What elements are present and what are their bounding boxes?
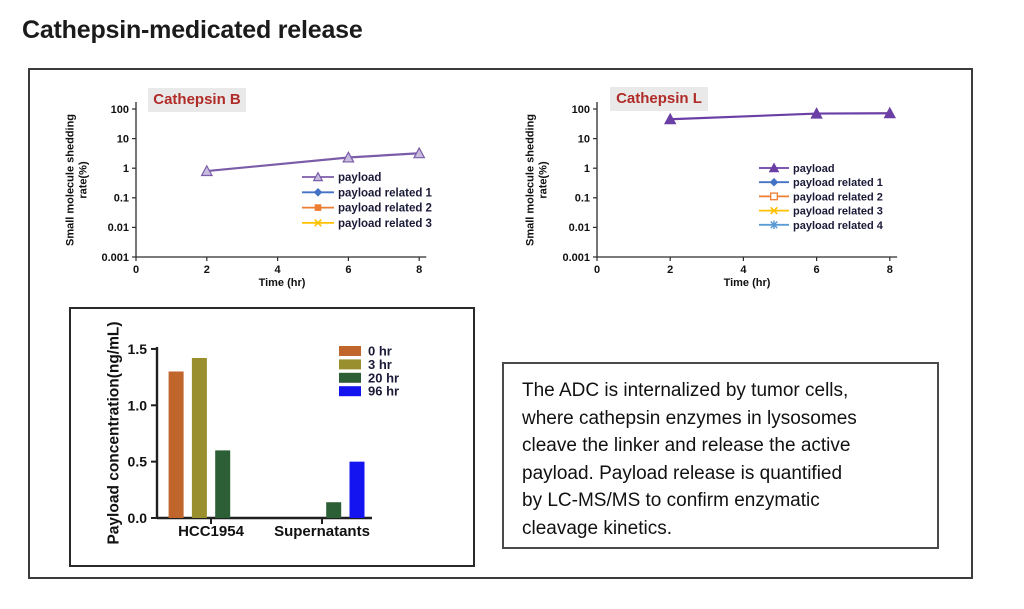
svg-text:0.01: 0.01 — [108, 222, 129, 234]
svg-text:8: 8 — [887, 264, 893, 276]
svg-text:2: 2 — [204, 264, 210, 276]
series-payload — [200, 146, 426, 177]
svg-text:100: 100 — [111, 104, 129, 116]
svg-text:0.001: 0.001 — [101, 252, 129, 264]
svg-text:payload related 4: payload related 4 — [793, 220, 884, 232]
legend: payload payload related 1 payload related … — [302, 171, 433, 230]
svg-text:Time (hr): Time (hr) — [724, 277, 771, 289]
svg-text:10: 10 — [578, 133, 590, 145]
svg-text:0: 0 — [594, 264, 600, 276]
cathepsin-b-title-badge: Cathepsin B — [148, 88, 246, 112]
bar-HCC1954-20-hr — [215, 450, 231, 518]
chart-labels: Payload concentration(ng/mL) — [105, 321, 122, 544]
svg-text:3 hr: 3 hr — [368, 357, 392, 372]
axes — [135, 102, 427, 258]
svg-text:payload related 2: payload related 2 — [793, 191, 883, 203]
description-text-box: The ADC is internalized by tumor cells, … — [502, 362, 939, 549]
bars — [168, 357, 365, 518]
cathepsin-b-line-chart: 100 10 1 0.1 0.01 0.001 0 2 4 6 8 Small molecule sh… — [64, 102, 433, 289]
svg-text:4: 4 — [740, 264, 747, 276]
tick-labels: 100 10 1 0.1 0.01 0.001 0 2 4 6 8 — [562, 104, 892, 276]
svg-text:96 hr: 96 hr — [368, 384, 399, 399]
payload-concentration-bar-chart: 1.5 1.0 0.5 0.0 HCC1954 Supernatants 0 hr3 hr2… — [105, 321, 399, 544]
svg-text:payload related 1: payload related 1 — [338, 187, 433, 199]
svg-text:0.01: 0.01 — [569, 222, 590, 234]
svg-text:1.0: 1.0 — [128, 397, 148, 413]
cathepsin-l-title-badge: Cathepsin L — [610, 87, 708, 111]
svg-text:8: 8 — [416, 264, 422, 276]
svg-text:Small molecule sheddingrate(%): Small molecule sheddingrate(%) — [64, 114, 89, 246]
cathepsin-l-line-chart: 100 10 1 0.1 0.01 0.001 0 2 4 6 8 Small molecule sh… — [524, 102, 898, 289]
tick-labels: 1.5 1.0 0.5 0.0 HCC1954 Supernatants — [128, 341, 370, 540]
svg-text:20 hr: 20 hr — [368, 370, 399, 385]
figure-panel: 100 10 1 0.1 0.01 0.001 0 2 4 6 8 Small molecule sh… — [28, 68, 973, 579]
svg-text:1: 1 — [123, 163, 129, 175]
legend: payload payload related 1 payload related … — [759, 162, 884, 232]
bar-Supernatants-20-hr — [326, 502, 342, 518]
svg-text:Supernatants: Supernatants — [274, 523, 370, 540]
bar-chart-panel: 1.5 1.0 0.5 0.0 HCC1954 Supernatants 0 hr 3 hr 2… — [69, 307, 475, 567]
svg-text:payload related 3: payload related 3 — [338, 218, 432, 230]
svg-text:0 hr: 0 hr — [368, 344, 392, 359]
svg-text:0.0: 0.0 — [128, 510, 148, 526]
svg-text:0.1: 0.1 — [575, 193, 590, 205]
svg-text:1: 1 — [584, 163, 590, 175]
svg-text:HCC1954: HCC1954 — [178, 523, 245, 540]
axes — [155, 347, 372, 520]
svg-text:0: 0 — [133, 264, 139, 276]
svg-text:payload: payload — [338, 172, 381, 184]
svg-text:payload: payload — [793, 163, 835, 175]
axes — [596, 102, 898, 258]
svg-text:10: 10 — [117, 133, 129, 145]
chart-labels: Small molecule sheddingrate(%) Time (hr) — [524, 114, 770, 289]
svg-text:payload related 1: payload related 1 — [793, 177, 883, 189]
tick-labels: 100 10 1 0.1 0.01 0.001 0 2 4 6 8 — [101, 104, 422, 276]
series-payload — [663, 106, 897, 125]
svg-text:Small molecule sheddingrate(%): Small molecule sheddingrate(%) — [524, 114, 549, 246]
svg-text:1.5: 1.5 — [128, 341, 148, 357]
svg-text:Payload concentration(ng/mL): Payload concentration(ng/mL) — [105, 321, 122, 544]
svg-text:payload related 3: payload related 3 — [793, 206, 883, 218]
svg-text:0.5: 0.5 — [128, 454, 148, 470]
bar-HCC1954-0-hr — [168, 371, 184, 518]
svg-text:Time (hr): Time (hr) — [259, 277, 306, 289]
svg-text:6: 6 — [814, 264, 820, 276]
svg-text:0.1: 0.1 — [114, 193, 129, 205]
bar-Supernatants-96-hr — [349, 461, 365, 518]
bar-HCC1954-3-hr — [191, 357, 207, 518]
svg-text:100: 100 — [572, 104, 590, 116]
chart-labels: Small molecule sheddingrate(%) Time (hr) — [64, 114, 305, 289]
svg-text:payload related 2: payload related 2 — [338, 203, 432, 215]
svg-text:2: 2 — [667, 264, 673, 276]
svg-text:6: 6 — [345, 264, 351, 276]
svg-text:0.001: 0.001 — [562, 252, 590, 264]
svg-text:4: 4 — [275, 264, 282, 276]
page-title: Cathepsin-medicated release — [22, 16, 363, 44]
